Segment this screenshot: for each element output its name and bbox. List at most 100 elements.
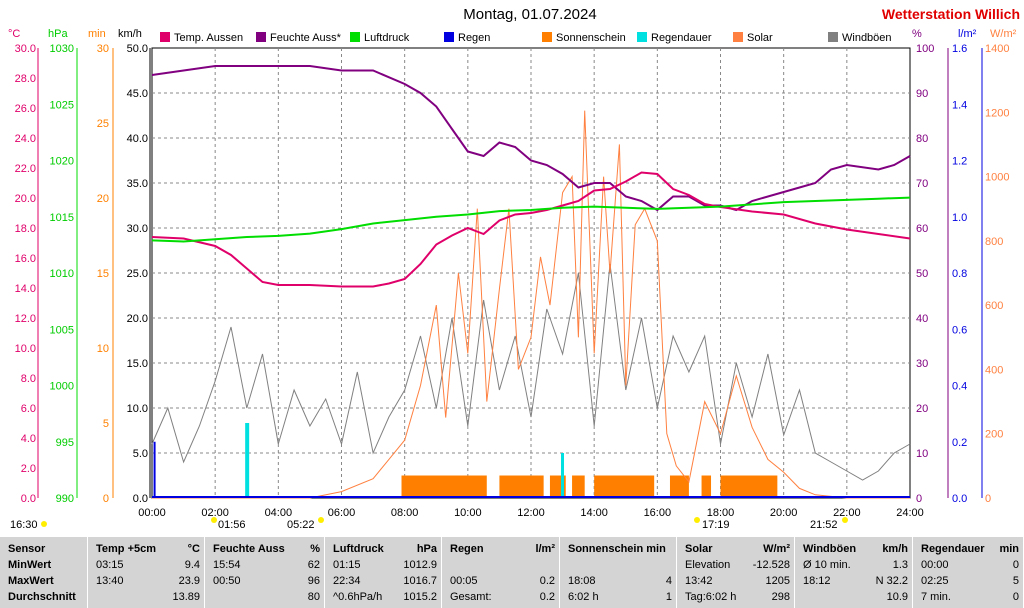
summary-row: 7 min. 0 <box>917 591 1019 605</box>
summary-row: 13.89 <box>92 591 200 605</box>
wind-tick: 0.0 <box>133 493 148 505</box>
summary-col-wind: Windböen km/h Ø 10 min. 1.3 18:12 N 32.2 10.9 <box>795 537 913 608</box>
x-tick: 06:00 <box>328 507 356 519</box>
temp-tick: 0.0 <box>21 493 36 505</box>
x-tick: 00:00 <box>138 507 166 519</box>
temp-tick: 22.0 <box>15 163 36 175</box>
summary-value: min <box>999 543 1019 555</box>
solar-tick: 600 <box>985 300 1003 312</box>
pressure-tick: 1005 <box>50 324 74 336</box>
legend-swatch <box>256 32 266 42</box>
summary-row: 01:15 1012.9 <box>329 559 437 573</box>
unit-label: % <box>912 28 922 40</box>
summary-table: Sensor MinWert MaxWert Durchschnitt Temp +5c… <box>0 537 1024 608</box>
sunshine-tick: 30 <box>97 43 109 55</box>
pressure-tick: 1030 <box>50 43 74 55</box>
temp-tick: 18.0 <box>15 223 36 235</box>
summary-cell: 6:02 h <box>568 591 599 603</box>
rain-tick: 1.2 <box>952 156 967 168</box>
summary-value: 0.2 <box>539 591 555 603</box>
sunshine-tick: 25 <box>97 118 109 130</box>
temp-tick: 4.0 <box>21 433 36 445</box>
summary-cell: Temp +5cm <box>96 543 157 555</box>
summary-cell: 00:50 <box>213 575 241 587</box>
sunshine-tick: 20 <box>97 193 109 205</box>
summary-col-sunshine: Sonnenschein min 18:08 4 6:02 h 1 <box>560 537 677 608</box>
sunshine-bar <box>401 475 487 498</box>
summary-value: W/m² <box>763 543 790 555</box>
rain-tick: 0.4 <box>952 381 967 393</box>
summary-row: 02:25 5 <box>917 575 1019 589</box>
summary-value: 13.89 <box>172 591 200 603</box>
x-tick: 14:00 <box>580 507 608 519</box>
pressure-tick: 1010 <box>50 268 74 280</box>
rain-tick: 0.6 <box>952 324 967 336</box>
humidity-tick: 60 <box>916 223 928 235</box>
legend-swatch <box>160 32 170 42</box>
summary-col-raindur: Regendauer min 00:00 0 02:25 5 7 min. 0 <box>913 537 1024 608</box>
summary-value: 23.9 <box>178 575 200 587</box>
marker-time-left: 16:30 <box>10 519 38 531</box>
summary-row: 18:12 N 32.2 <box>799 575 908 589</box>
raindur-bar <box>561 453 565 498</box>
summary-value: -12.528 <box>752 559 790 571</box>
summary-cell: Sonnenschein min <box>568 543 666 555</box>
summary-row: Ø 10 min. 1.3 <box>799 559 908 573</box>
summary-value: 9.4 <box>184 559 200 571</box>
summary-row <box>446 559 555 573</box>
summary-row: Temp +5cm °C <box>92 543 200 557</box>
legend-label: Windböen <box>842 32 892 44</box>
humidity-tick: 10 <box>916 448 928 460</box>
legend-label: Luftdruck <box>364 32 410 44</box>
humidity-tick: 30 <box>916 358 928 370</box>
summary-row: MinWert <box>4 559 83 573</box>
legend-swatch <box>350 32 360 42</box>
humidity-tick: 80 <box>916 133 928 145</box>
temp-tick: 24.0 <box>15 133 36 145</box>
summary-value: 1016.7 <box>403 575 437 587</box>
summary-row: 22:34 1016.7 <box>329 575 437 589</box>
summary-cell: MinWert <box>8 559 52 571</box>
solar-tick: 800 <box>985 236 1003 248</box>
legend-swatch <box>444 32 454 42</box>
x-tick: 08:00 <box>391 507 419 519</box>
x-tick: 04:00 <box>265 507 293 519</box>
station-name: Wetterstation Willich <box>881 6 1020 22</box>
pressure-tick: 990 <box>56 493 74 505</box>
rain-bar <box>153 441 156 498</box>
rain-tick: 0.8 <box>952 268 967 280</box>
summary-row: Sensor <box>4 543 83 557</box>
sunshine-bar <box>499 475 544 498</box>
summary-row: MaxWert <box>4 575 83 589</box>
summary-row: 18:08 4 <box>564 575 672 589</box>
pressure-tick: 1000 <box>50 381 74 393</box>
summary-cell: Luftdruck <box>333 543 384 555</box>
summary-value: 1 <box>665 591 672 603</box>
rain-tick: 1.4 <box>952 99 967 111</box>
wind-tick: 20.0 <box>127 313 148 325</box>
solar-tick: 1200 <box>985 107 1009 119</box>
wind-tick: 40.0 <box>127 133 148 145</box>
summary-cell: 18:08 <box>568 575 596 587</box>
sunshine-tick: 15 <box>97 268 109 280</box>
legend-swatch <box>637 32 647 42</box>
summary-cell: Regen <box>450 543 484 555</box>
summary-cell: 02:25 <box>921 575 949 587</box>
sunshine-bar <box>701 475 712 498</box>
summary-row: 00:50 96 <box>209 575 320 589</box>
unit-label: W/m² <box>990 28 1017 40</box>
legend-label: Temp. Aussen <box>174 32 243 44</box>
wind-tick: 25.0 <box>127 268 148 280</box>
summary-value: 0 <box>1012 591 1019 603</box>
sunshine-tick: 10 <box>97 343 109 355</box>
summary-cell: 00:05 <box>450 575 478 587</box>
sunshine-tick: 5 <box>103 418 109 430</box>
summary-row: Sonnenschein min <box>564 543 672 557</box>
temp-tick: 2.0 <box>21 463 36 475</box>
summary-col-temp: Temp +5cm °C 03:15 9.4 13:40 23.9 13.89 <box>88 537 205 608</box>
humidity-tick: 70 <box>916 178 928 190</box>
sunset-time: 17:19 <box>702 519 730 531</box>
solar-line <box>152 110 910 499</box>
summary-value: 1012.9 <box>403 559 437 571</box>
summary-row: ^0.6hPa/h 1015.2 <box>329 591 437 605</box>
